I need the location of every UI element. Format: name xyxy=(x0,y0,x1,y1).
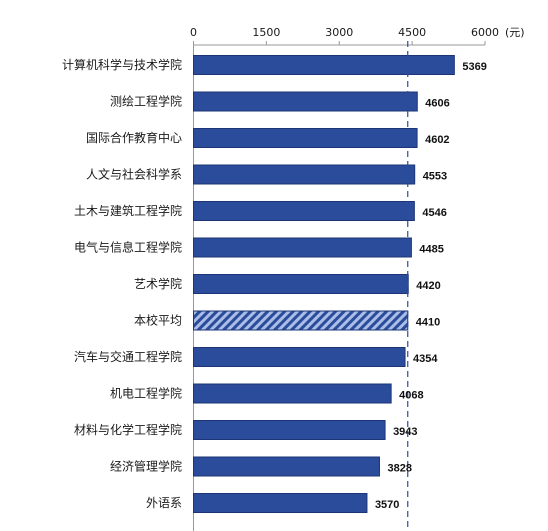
category-label: 国际合作教育中心 xyxy=(86,130,182,145)
value-label: 4602 xyxy=(425,134,449,146)
x-tick-label: 4500 xyxy=(398,26,426,39)
category-label: 人文与社会科学系 xyxy=(86,167,182,182)
category-label: 外语系 xyxy=(146,496,182,510)
bar xyxy=(193,164,416,185)
category-label: 土木与建筑工程学院 xyxy=(74,203,182,218)
value-label: 4546 xyxy=(422,207,446,219)
bar xyxy=(193,237,412,258)
category-label: 电气与信息工程学院 xyxy=(74,240,182,255)
bar xyxy=(193,347,406,367)
bar xyxy=(193,201,415,221)
category-label: 材料与化学工程学院 xyxy=(74,422,182,437)
bar xyxy=(193,456,380,477)
category-label: 汽车与交通工程学院 xyxy=(74,349,182,364)
category-label: 计算机科学与技术学院 xyxy=(62,57,182,72)
value-label: 4485 xyxy=(419,244,443,256)
value-label: 3828 xyxy=(387,463,411,475)
value-label: 4354 xyxy=(413,353,438,365)
category-label: 艺术学院 xyxy=(134,276,182,291)
x-tick-label: 6000 xyxy=(471,26,499,39)
bar xyxy=(193,383,392,404)
category-label: 本校平均 xyxy=(134,313,182,328)
bar xyxy=(193,55,455,75)
bar xyxy=(193,274,409,294)
value-label: 5369 xyxy=(462,61,486,73)
x-axis-unit: (元) xyxy=(505,26,525,39)
x-axis: 0 1500 3000 4500 6000 (元) xyxy=(190,26,525,531)
bar xyxy=(193,310,409,331)
bar xyxy=(193,91,418,112)
value-label: 3570 xyxy=(375,499,399,511)
value-label: 4606 xyxy=(425,98,449,110)
value-label: 4553 xyxy=(423,171,447,183)
labels: 计算机科学与技术学院 5369 测绘工程学院 4606 国际合作教育中心 4602 人文与社… xyxy=(62,57,487,511)
bar xyxy=(193,493,368,513)
category-label: 机电工程学院 xyxy=(110,386,182,401)
value-label: 4410 xyxy=(416,317,440,329)
x-tick-label: 3000 xyxy=(325,26,353,39)
category-label: 测绘工程学院 xyxy=(110,94,182,109)
value-label: 4068 xyxy=(399,390,423,402)
bar xyxy=(193,420,386,440)
value-label: 3943 xyxy=(393,426,417,438)
bars xyxy=(193,55,455,513)
bar xyxy=(193,128,418,148)
category-label: 经济管理学院 xyxy=(110,459,182,474)
x-tick-label: 1500 xyxy=(252,26,280,39)
value-label: 4420 xyxy=(416,280,440,292)
x-tick-label: 0 xyxy=(190,26,197,39)
